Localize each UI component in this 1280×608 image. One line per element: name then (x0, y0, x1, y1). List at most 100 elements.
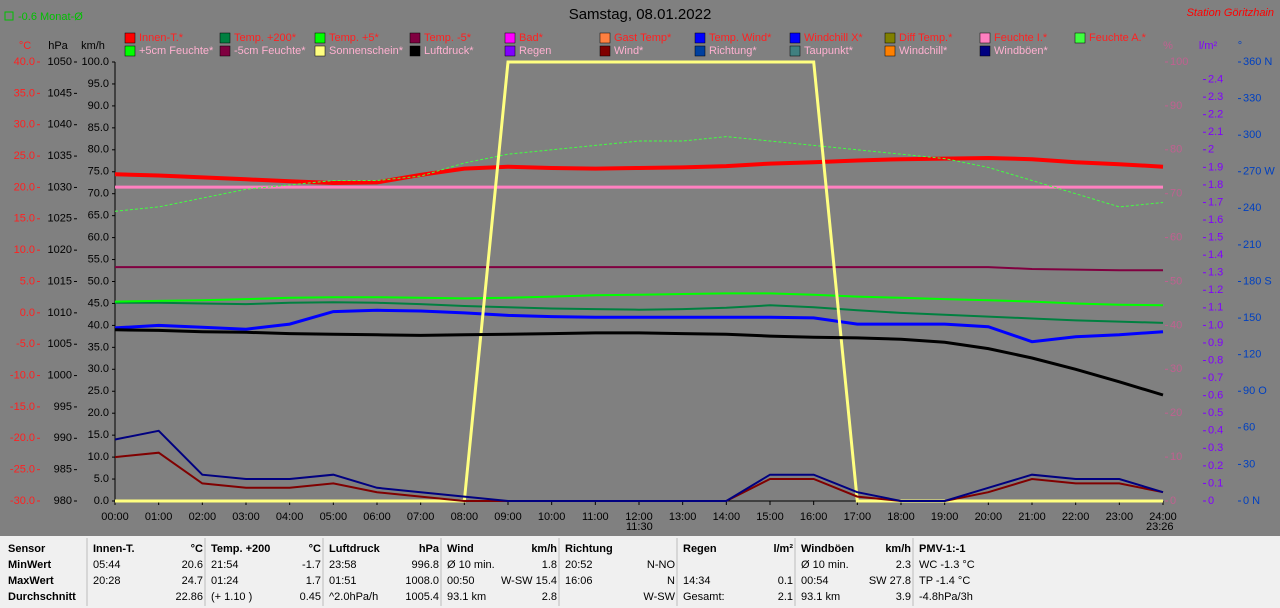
x-tick-label: 07:00 (407, 511, 435, 523)
series-line (114, 155, 1164, 186)
axis-title: hPa (48, 40, 68, 52)
y-tick-label: 0.3 (1208, 442, 1223, 454)
y-tick-label: 15.0 (88, 429, 109, 441)
legend-swatch (694, 32, 706, 44)
table-cell: 16:06 (565, 575, 593, 587)
legend-swatch (504, 45, 516, 57)
legend-swatch (884, 32, 896, 44)
y-tick-label: 0.1 (1208, 477, 1223, 489)
series-line (115, 266, 1163, 272)
table-cell: 93.1 km (447, 591, 486, 603)
table-cell: -4.8hPa/3h (919, 591, 973, 603)
column-header: Windböen (801, 543, 854, 555)
y-tick-label: 55.0 (88, 253, 109, 265)
x-tick-label: 18:00 (887, 511, 915, 523)
table-cell: 1.7 (306, 575, 321, 587)
table-cell: 1008.0 (405, 575, 439, 587)
legend-label: Temp. +5* (329, 32, 380, 44)
table-cell: Ø 10 min. (447, 559, 495, 571)
y-tick-label: 1.3 (1208, 267, 1223, 279)
x-tick-label: 24:00 (1149, 511, 1177, 523)
y-tick-label: 35.0 (14, 87, 35, 99)
table-cell: 3.9 (896, 591, 911, 603)
y-tick-label: 1.6 (1208, 214, 1223, 226)
y-tick-label: 1005 (48, 338, 72, 350)
month-note: -0.6 Monat-Ø (18, 11, 83, 23)
table-cell: 05:44 (93, 559, 121, 571)
legend-label: Temp. Wind* (709, 32, 772, 44)
series-line (114, 292, 1164, 307)
y-tick-label: 1.2 (1208, 284, 1223, 296)
y-tick-label: 60 (1243, 422, 1255, 434)
y-tick-label: 0.6 (1208, 390, 1223, 402)
x-tick-label: 04:00 (276, 511, 304, 523)
y-tick-label: 1045 (48, 87, 72, 99)
y-tick-label: 270 W (1243, 166, 1275, 178)
legend-label: Temp. +200* (234, 32, 297, 44)
y-tick-label: 80.0 (88, 144, 109, 156)
y-tick-label: 1035 (48, 150, 72, 162)
y-tick-label: 90.0 (88, 100, 109, 112)
y-tick-label: 0.8 (1208, 354, 1223, 366)
legend-swatch (409, 45, 421, 57)
y-tick-label: 330 (1243, 92, 1261, 104)
legend-label: Richtung* (709, 45, 757, 57)
axis-title: l/m² (1199, 40, 1218, 52)
y-tick-label: 2 (1208, 144, 1214, 156)
y-tick-label: 20.0 (88, 407, 109, 419)
series-line (114, 429, 1164, 502)
y-tick-label: 5.0 (20, 275, 35, 287)
y-tick-label: 0 N (1243, 495, 1260, 507)
legend-swatch (124, 32, 136, 44)
y-tick-label: 0.7 (1208, 372, 1223, 384)
x-tick-label: 16:00 (800, 511, 828, 523)
column-unit: hPa (419, 543, 440, 555)
series-line (114, 136, 1164, 212)
legend-swatch (314, 45, 326, 57)
y-tick-label: 0.2 (1208, 460, 1223, 472)
y-tick-label: 1050 (48, 56, 72, 68)
legend-swatch (1074, 32, 1086, 44)
series-line (114, 308, 1164, 344)
row-label: Durchschnitt (8, 591, 76, 603)
legend-label: Taupunkt* (804, 45, 854, 57)
legend-label: -5cm Feuchte* (234, 45, 306, 57)
y-tick-label: 15.0 (14, 213, 35, 225)
table-cell: 1.8 (542, 559, 557, 571)
legend-swatch (314, 32, 326, 44)
y-tick-label: 40.0 (88, 319, 109, 331)
note-icon (4, 11, 14, 21)
column-header: Richtung (565, 543, 613, 555)
y-tick-label: 2.3 (1208, 91, 1223, 103)
y-tick-label: 180 S (1243, 275, 1272, 287)
y-tick-label: 1.1 (1208, 302, 1223, 314)
y-tick-label: 2.2 (1208, 109, 1223, 121)
y-tick-label: 1020 (48, 244, 72, 256)
table-cell: N (667, 575, 675, 587)
legend-swatch (789, 45, 801, 57)
y-tick-label: -15.0 (10, 401, 35, 413)
table-cell: TP -1.4 °C (919, 575, 970, 587)
x-tick-label: 05:00 (320, 511, 348, 523)
legend-swatch (219, 32, 231, 44)
table-cell: Gesamt: (683, 591, 725, 603)
y-tick-label: 60 (1170, 232, 1182, 244)
legend-swatch (219, 45, 231, 57)
y-tick-label: 2.4 (1208, 73, 1223, 85)
column-header: Temp. +200 (211, 543, 270, 555)
column-unit: °C (309, 543, 321, 555)
y-tick-label: 300 (1243, 129, 1261, 141)
table-cell: 1005.4 (405, 591, 439, 603)
y-tick-label: 90 O (1243, 385, 1267, 397)
y-tick-label: 1.5 (1208, 232, 1223, 244)
x-tick-label: 02:00 (189, 511, 217, 523)
legend-label: Wind* (614, 45, 644, 57)
legend-swatch (409, 32, 421, 44)
legend-label: +5cm Feuchte* (139, 45, 214, 57)
y-tick-label: 10 (1170, 451, 1182, 463)
x-tick-label: 14:00 (713, 511, 741, 523)
table-cell: 14:34 (683, 575, 711, 587)
table-cell: N-NO (647, 559, 676, 571)
column-header: Innen-T. (93, 543, 135, 555)
legend-swatch (504, 32, 516, 44)
